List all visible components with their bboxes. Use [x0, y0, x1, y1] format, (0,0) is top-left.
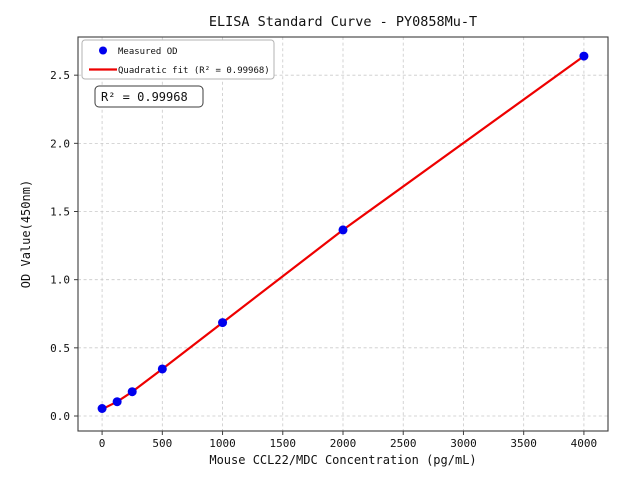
y-axis-tick-label: 1.5 [50, 206, 70, 219]
chart-title: ELISA Standard Curve - PY0858Mu-T [209, 14, 477, 30]
measured-od-data-point [218, 318, 228, 328]
x-axis-tick-label: 3000 [450, 437, 477, 450]
r-squared-annotation-text: R² = 0.99968 [101, 90, 188, 104]
x-axis-tick-label: 1500 [270, 437, 297, 450]
grid-lines [78, 37, 608, 431]
measured-od-data-point [127, 387, 137, 397]
x-axis-label: Mouse CCL22/MDC Concentration (pg/mL) [209, 453, 476, 467]
y-axis-tick-label: 1.0 [50, 274, 70, 287]
r-squared-annotation: R² = 0.99968 [94, 85, 204, 108]
measured-od-data-point [579, 51, 589, 61]
legend-marker-measured-od [99, 46, 107, 55]
y-axis-tick-label: 0.5 [50, 342, 70, 355]
x-axis-tick-label: 500 [152, 437, 172, 450]
x-axis-tick-label: 1000 [209, 437, 236, 450]
legend: Measured OD Quadratic fit (R² = 0.99968) [81, 39, 275, 80]
x-axis-tick-label: 2000 [330, 437, 357, 450]
plot-series [97, 51, 589, 414]
x-axis-tick-label: 0 [99, 437, 106, 450]
legend-label-measured-od: Measured OD [118, 47, 178, 57]
x-axis-tick-label: 3500 [510, 437, 537, 450]
y-axis-label: OD Value(450nm) [19, 180, 33, 288]
measured-od-data-point [97, 404, 107, 414]
axes [74, 36, 609, 435]
measured-od-data-point [112, 397, 122, 407]
y-axis-tick-label: 2.5 [50, 69, 70, 82]
legend-box [81, 39, 275, 80]
y-axis-tick-label: 0.0 [50, 410, 70, 423]
r-squared-annotation-box [94, 85, 204, 108]
x-axis-tick-label: 2500 [390, 437, 417, 450]
y-axis-tick-label: 2.0 [50, 137, 70, 150]
measured-od-data-point [338, 225, 348, 235]
x-axis-tick-label: 4000 [571, 437, 598, 450]
tick-labels: 0 500 1000 1500 2000 2500 3000 3500 4000 0.0 0.5 1.… [50, 69, 597, 450]
measured-od-data-point [157, 364, 167, 374]
legend-label-quadratic-fit: Quadratic fit (R² = 0.99968) [118, 66, 270, 76]
